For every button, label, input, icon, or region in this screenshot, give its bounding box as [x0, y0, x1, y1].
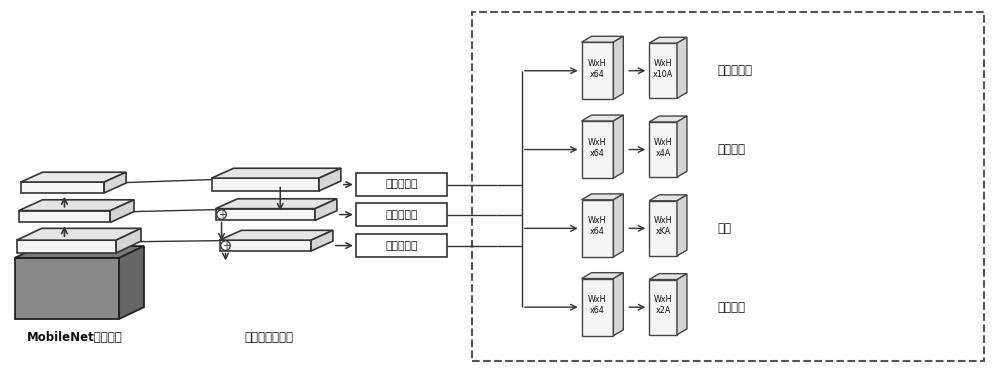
Polygon shape — [315, 199, 337, 220]
Text: +: + — [222, 240, 230, 250]
Polygon shape — [613, 194, 623, 257]
Polygon shape — [319, 168, 341, 191]
Text: WxH
x64: WxH x64 — [588, 59, 607, 79]
Text: WxH
x64: WxH x64 — [588, 295, 607, 315]
Polygon shape — [17, 240, 116, 253]
Polygon shape — [613, 115, 623, 178]
Polygon shape — [216, 209, 315, 220]
Polygon shape — [582, 121, 613, 178]
Text: WxH
x64: WxH x64 — [588, 216, 607, 236]
Polygon shape — [582, 194, 623, 200]
Polygon shape — [17, 228, 141, 240]
FancyBboxPatch shape — [356, 234, 447, 257]
Circle shape — [217, 210, 226, 219]
Text: WxH
x10A: WxH x10A — [653, 59, 673, 79]
Text: 边框回归: 边框回归 — [718, 143, 746, 156]
Text: 特征金字塔网络: 特征金字塔网络 — [245, 331, 294, 344]
Text: WxH
xKA: WxH xKA — [654, 216, 672, 236]
Polygon shape — [649, 280, 677, 335]
Text: WxH
x64: WxH x64 — [588, 138, 607, 158]
Polygon shape — [649, 37, 687, 43]
Text: 头部子网络: 头部子网络 — [385, 210, 418, 220]
Polygon shape — [582, 36, 623, 42]
Polygon shape — [677, 274, 687, 335]
Text: 视线回归: 视线回归 — [718, 301, 746, 313]
Polygon shape — [613, 273, 623, 336]
Polygon shape — [116, 228, 141, 253]
Polygon shape — [216, 199, 337, 209]
Text: 头部子网络: 头部子网络 — [385, 180, 418, 190]
Text: +: + — [218, 210, 226, 220]
Polygon shape — [582, 273, 623, 279]
Text: 分类: 分类 — [718, 222, 732, 235]
Polygon shape — [212, 168, 341, 178]
Text: 头部子网络: 头部子网络 — [385, 240, 418, 250]
Text: 关键点回归: 关键点回归 — [718, 64, 753, 77]
Circle shape — [221, 241, 230, 250]
Polygon shape — [220, 240, 311, 251]
Polygon shape — [21, 182, 104, 193]
Polygon shape — [649, 43, 677, 98]
Polygon shape — [220, 230, 333, 240]
Polygon shape — [21, 172, 126, 182]
Polygon shape — [19, 211, 110, 223]
Polygon shape — [649, 195, 687, 201]
Polygon shape — [582, 200, 613, 257]
Polygon shape — [649, 201, 677, 256]
Polygon shape — [582, 42, 613, 99]
Polygon shape — [613, 36, 623, 99]
Polygon shape — [582, 279, 613, 336]
Polygon shape — [649, 116, 687, 122]
Text: WxH
x4A: WxH x4A — [654, 138, 672, 158]
Polygon shape — [15, 258, 119, 319]
Polygon shape — [15, 246, 144, 258]
Polygon shape — [649, 274, 687, 280]
Polygon shape — [212, 178, 319, 191]
Polygon shape — [19, 200, 134, 211]
Polygon shape — [311, 230, 333, 251]
Polygon shape — [677, 195, 687, 256]
Polygon shape — [104, 172, 126, 193]
FancyBboxPatch shape — [356, 203, 447, 226]
Text: WxH
x2A: WxH x2A — [654, 295, 672, 315]
FancyBboxPatch shape — [356, 173, 447, 196]
Polygon shape — [119, 246, 144, 319]
Polygon shape — [677, 37, 687, 98]
Polygon shape — [582, 115, 623, 121]
Polygon shape — [110, 200, 134, 223]
Text: MobileNet骨干网络: MobileNet骨干网络 — [27, 331, 122, 344]
Polygon shape — [649, 122, 677, 177]
Polygon shape — [677, 116, 687, 177]
